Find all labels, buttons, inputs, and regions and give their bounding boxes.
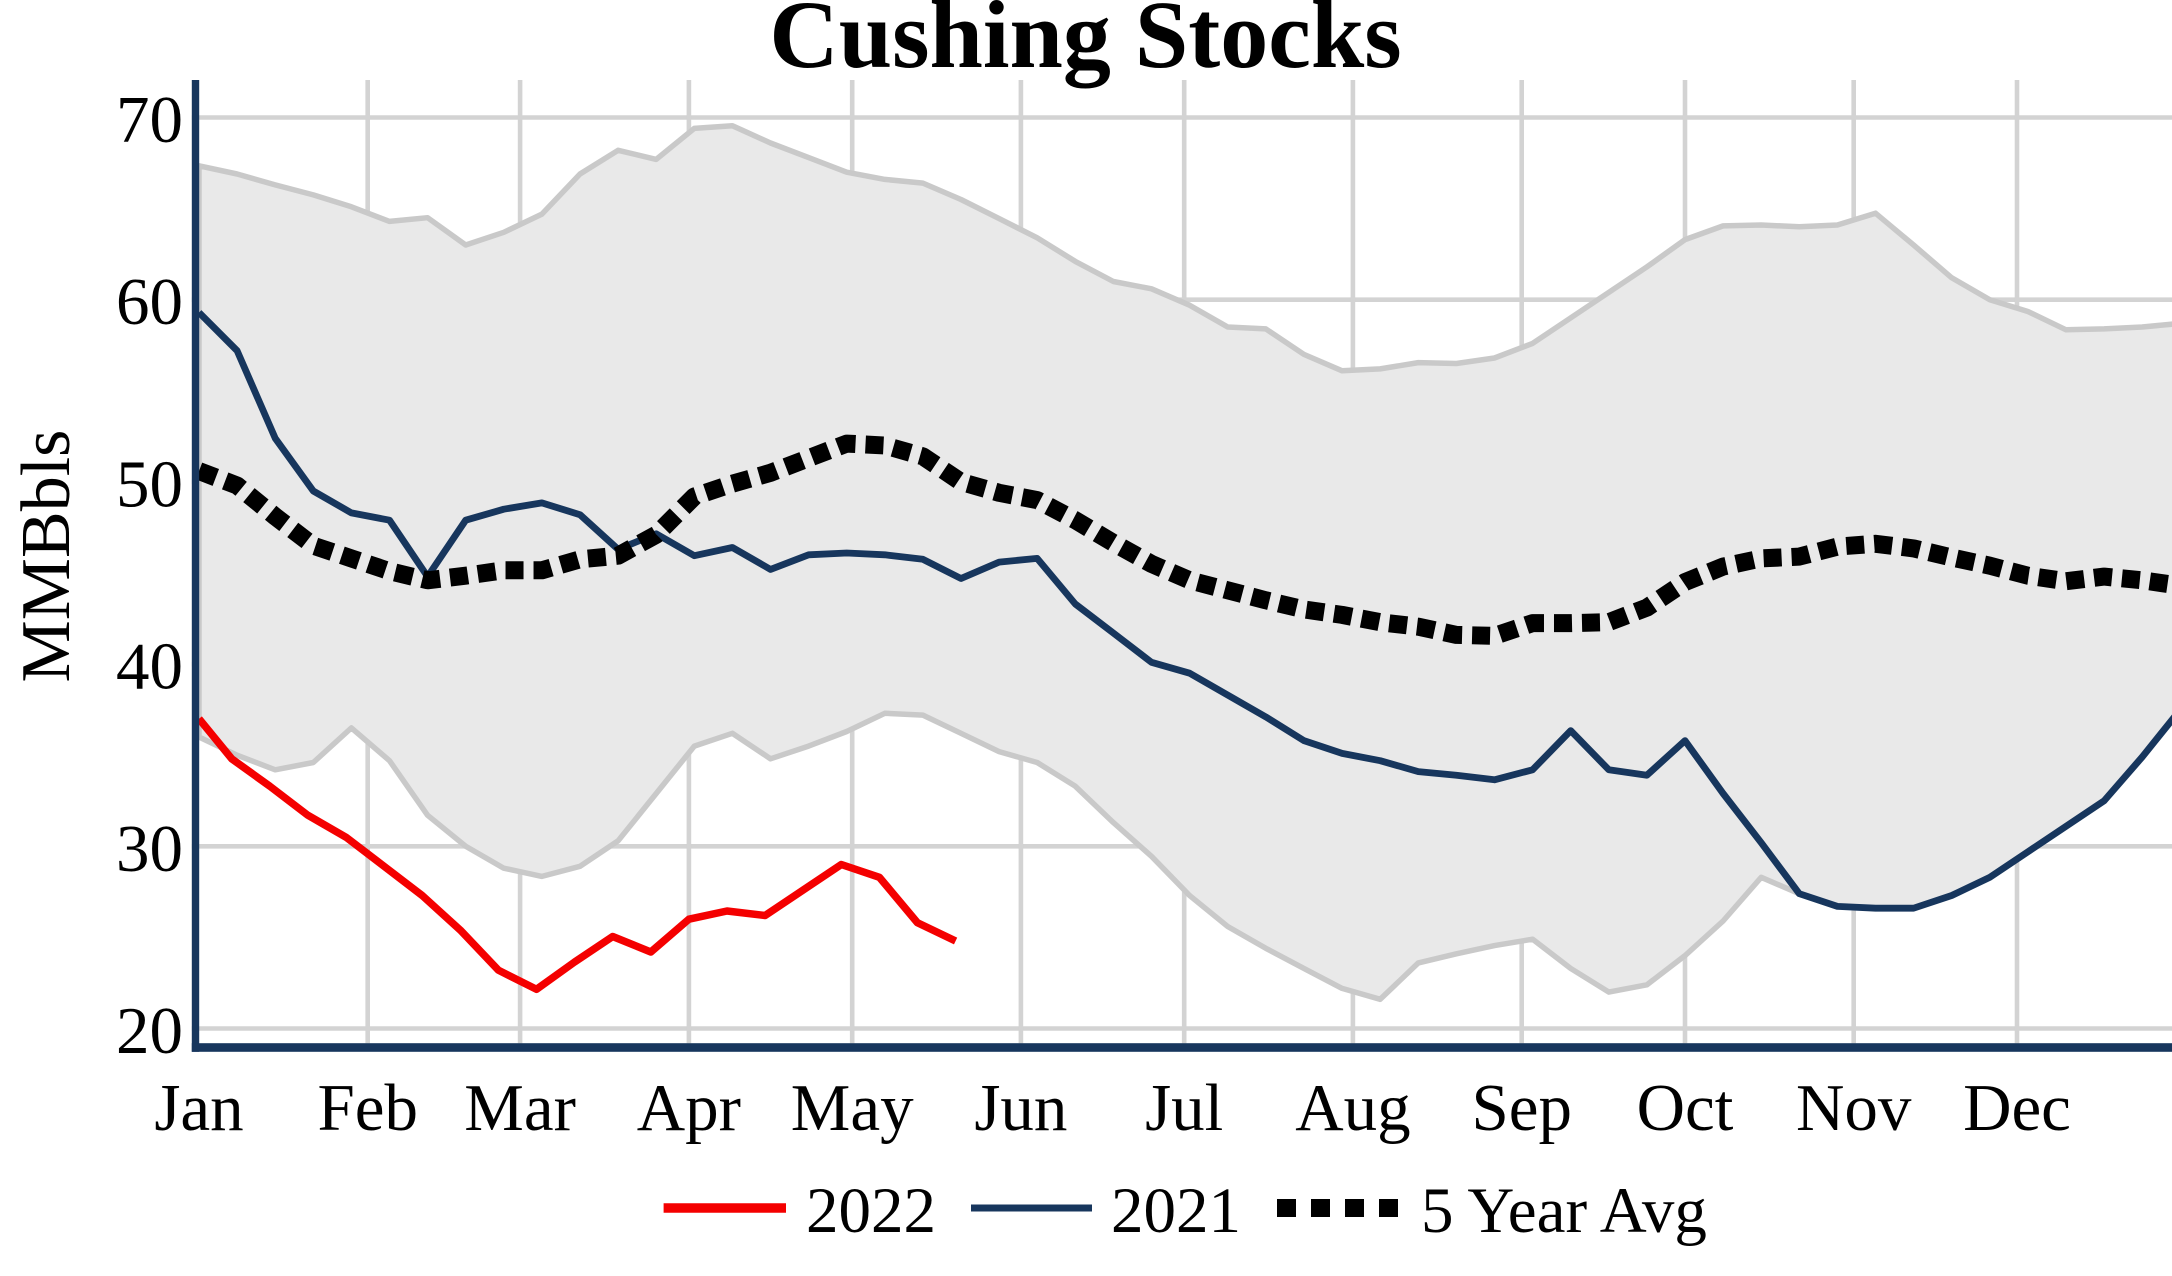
svg-text:30: 30 bbox=[116, 812, 183, 886]
svg-text:2021: 2021 bbox=[1111, 1175, 1241, 1247]
svg-text:Nov: Nov bbox=[1796, 1071, 1912, 1145]
svg-text:Jun: Jun bbox=[974, 1071, 1067, 1145]
svg-text:Aug: Aug bbox=[1295, 1071, 1410, 1145]
svg-text:Cushing Stocks: Cushing Stocks bbox=[769, 0, 1401, 88]
svg-text:Jan: Jan bbox=[154, 1071, 243, 1145]
svg-text:Apr: Apr bbox=[637, 1071, 741, 1145]
svg-text:40: 40 bbox=[116, 630, 183, 704]
svg-text:Sep: Sep bbox=[1471, 1071, 1572, 1145]
svg-text:May: May bbox=[791, 1071, 914, 1145]
svg-text:50: 50 bbox=[116, 447, 183, 521]
svg-text:MMBbls: MMBbls bbox=[8, 430, 85, 683]
svg-text:Oct: Oct bbox=[1637, 1071, 1734, 1145]
svg-text:5 Year Avg: 5 Year Avg bbox=[1421, 1175, 1707, 1247]
svg-text:20: 20 bbox=[116, 994, 183, 1068]
svg-text:70: 70 bbox=[116, 83, 183, 157]
svg-text:Mar: Mar bbox=[464, 1071, 576, 1145]
svg-text:Jul: Jul bbox=[1145, 1071, 1223, 1145]
svg-text:2022: 2022 bbox=[806, 1175, 936, 1247]
svg-text:Feb: Feb bbox=[317, 1071, 418, 1145]
svg-text:60: 60 bbox=[116, 265, 183, 339]
svg-text:Dec: Dec bbox=[1963, 1071, 2071, 1145]
